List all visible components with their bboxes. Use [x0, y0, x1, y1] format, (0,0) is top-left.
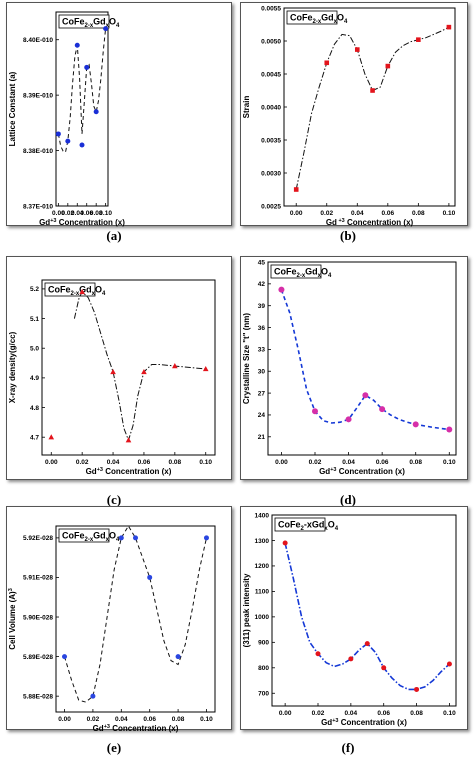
panel-frame-a	[6, 2, 232, 226]
panel-frame-f	[240, 506, 468, 730]
panel-letter-c: (c)	[106, 492, 122, 507]
panel-letter-e: (e)	[106, 740, 122, 755]
panel-letter-f: (f)	[341, 740, 355, 755]
panel-letter-b: (b)	[340, 228, 356, 243]
panel-frame-e	[6, 506, 232, 730]
panel-frame-d	[240, 256, 468, 480]
panel-frame-c	[6, 256, 232, 480]
panel-frame-b	[240, 2, 468, 226]
panel-letter-a: (a)	[106, 228, 122, 243]
panel-letter-d: (d)	[340, 492, 356, 507]
